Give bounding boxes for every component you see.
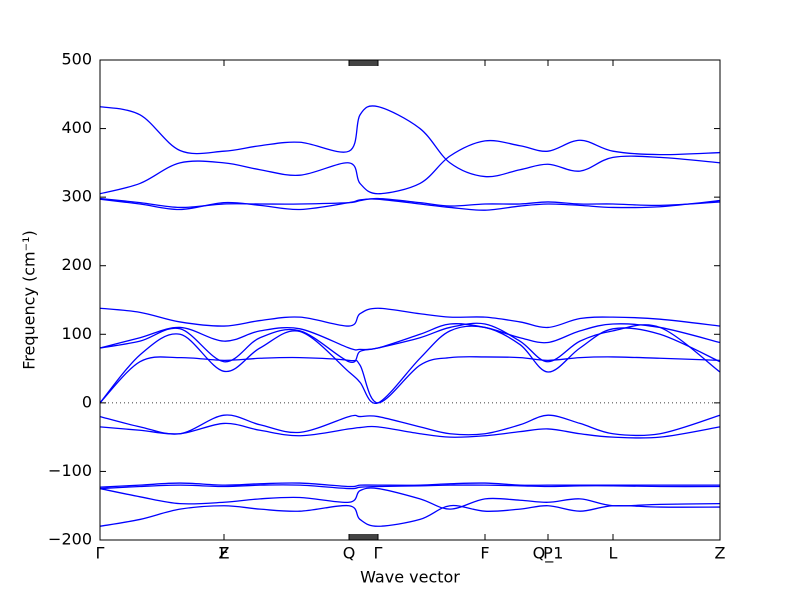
y-tick-label: 500 xyxy=(61,50,92,69)
y-axis-label: Frequency (cm⁻¹) xyxy=(20,230,39,369)
y-tick-label: −100 xyxy=(48,461,92,480)
dense-ticks-bottom xyxy=(349,534,378,540)
x-tick-label: P xyxy=(543,544,553,563)
band-line xyxy=(99,198,721,211)
x-tick-label: Z xyxy=(219,544,230,563)
x-tick-label: F xyxy=(480,544,489,563)
y-tick-label: 100 xyxy=(61,324,92,343)
x-tick-label: Q_1 xyxy=(533,544,564,564)
band-line xyxy=(99,482,720,488)
x-tick-label: Γ xyxy=(96,544,105,563)
band-line xyxy=(99,307,721,329)
y-tick-label: 200 xyxy=(61,255,92,274)
band-line xyxy=(99,105,721,178)
band-line xyxy=(99,484,721,490)
band-line xyxy=(99,197,721,209)
x-axis-label: Wave vector xyxy=(360,568,460,587)
y-tick-label: 400 xyxy=(61,118,92,137)
x-tick-label: Γ xyxy=(374,544,383,563)
y-tick-label: 0 xyxy=(82,392,92,411)
y-tick-label: −200 xyxy=(48,530,92,549)
x-tick-label: F xyxy=(219,544,228,563)
band-line xyxy=(99,139,721,195)
band-line xyxy=(99,487,721,510)
y-tick-label: 300 xyxy=(61,187,92,206)
band-line xyxy=(99,356,721,404)
band-line xyxy=(99,325,721,404)
x-tick-label: L xyxy=(609,544,618,563)
x-tick-label: Z xyxy=(715,544,726,563)
band-line xyxy=(99,504,721,527)
plot-frame xyxy=(99,59,721,541)
x-tick-label: Q xyxy=(343,544,356,563)
dense-ticks-top xyxy=(349,60,378,66)
band-line xyxy=(99,422,721,439)
band-line xyxy=(99,414,721,437)
band-line xyxy=(99,323,721,351)
